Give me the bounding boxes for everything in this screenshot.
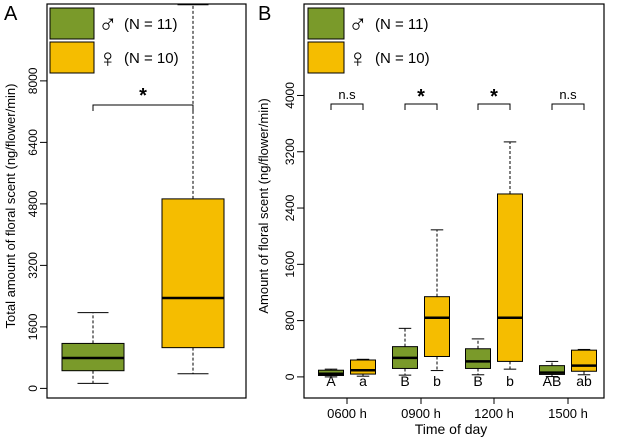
panel-b-letter-male-1: B [400, 373, 409, 389]
panel-a-legend: ♂ (N = 11) ♀ (N = 10) [49, 7, 179, 74]
panel-b-box-male-1 [392, 327, 418, 376]
panel-b-boxes [318, 141, 597, 378]
panel-a-ytick-label-4: 6400 [26, 129, 40, 156]
panel-a-ytick-label-0: 0 [26, 385, 40, 392]
panel-b-xlabel: Time of day [415, 421, 488, 437]
panel-a-ytick-label-1: 1600 [26, 313, 40, 340]
panel-b-box-male-2-iqr [465, 348, 491, 369]
panel-b-legend: ♂ (N = 11) ♀ (N = 10) [307, 7, 430, 74]
panel-b-sig-bracket-1 [404, 103, 438, 110]
panel-b-box-female-1-iqr [424, 296, 450, 357]
panel-b-frame [303, 3, 605, 399]
female-symbol-icon: ♀ [98, 43, 118, 73]
panel-a: A Total amount of floral scent (ng/flowe… [3, 3, 247, 399]
panel-b-box-female-1 [424, 229, 450, 372]
panel-b-ytick-label-1: 800 [283, 310, 297, 330]
panel-b-box-female-2-iqr [497, 193, 523, 362]
panel-b-ytick-label-3: 2400 [283, 194, 297, 221]
panel-b-box-male-0 [318, 368, 344, 378]
panel-b-label: B [258, 3, 271, 25]
panel-b-letter-female-0: a [359, 373, 367, 389]
panel-a-label: A [4, 3, 18, 25]
panel-b-letter-female-2: b [506, 373, 514, 389]
female-symbol-icon-b: ♀ [348, 43, 368, 73]
panel-a-box-female [161, 4, 225, 375]
panel-b-sig-bracket-3 [551, 103, 585, 110]
panel-a-significance: * [92, 85, 194, 111]
panel-b-box-female-3 [571, 348, 597, 376]
legend-female-label-b: (N = 10) [375, 50, 430, 67]
panel-b-sig-label-2: * [490, 86, 498, 108]
panel-b-sig-label-3: n.s [559, 87, 577, 102]
panel-b-xtick-label-1: 0900 h [401, 406, 441, 421]
panel-b-x-ticks: 0600 h 0900 h 1200 h 1500 h [327, 398, 588, 421]
panel-b-ytick-label-0: 0 [283, 373, 297, 380]
panel-a-sig-bracket [92, 104, 194, 111]
panel-b-letter-female-1: b [433, 373, 441, 389]
panel-a-sig-label: * [139, 85, 147, 107]
panel-a-box-female-iqr [161, 198, 225, 349]
panel-b-letters: A B B ABa b b ab [326, 373, 592, 389]
legend-female-swatch [49, 41, 95, 74]
panel-b: B Amount of floral scent (ng/flower/min)… [256, 3, 605, 437]
panel-a-y-ticks: 0 1600 3200 4800 6400 8000 [26, 67, 47, 392]
panel-b-xtick-label-0: 0600 h [327, 406, 367, 421]
panel-b-box-female-0-iqr [350, 359, 376, 375]
panel-b-box-male-2 [465, 338, 491, 376]
legend-male-label-b: (N = 11) [375, 16, 429, 33]
male-symbol-icon-b: ♂ [348, 9, 368, 39]
male-symbol-icon: ♂ [98, 9, 118, 39]
panel-b-box-male-3 [539, 360, 565, 378]
panel-b-letter-male-2: B [473, 373, 482, 389]
panel-b-letter-male-0: A [326, 373, 336, 389]
legend-female-label: (N = 10) [124, 50, 179, 67]
panel-b-ytick-label-4: 3200 [283, 138, 297, 165]
panel-b-sig-label-0: n.s [338, 87, 356, 102]
panel-a-ylabel: Total amount of floral scent (ng/flower/… [3, 84, 18, 329]
panel-b-sig-bracket-2 [477, 103, 511, 110]
legend-male-swatch-b [307, 7, 345, 40]
panel-b-ytick-label-2: 1600 [283, 251, 297, 278]
panel-b-y-ticks: 0 800 1600 2400 3200 4000 [283, 82, 304, 380]
panel-a-ytick-label-2: 3200 [26, 252, 40, 279]
panel-b-ytick-label-5: 4000 [283, 82, 297, 109]
panel-b-box-male-3-iqr [539, 365, 565, 375]
panel-b-box-female-2 [497, 141, 523, 370]
panel-b-sig-label-1: * [417, 86, 425, 108]
panel-a-ytick-label-5: 8000 [26, 67, 40, 94]
panel-b-xtick-label-3: 1500 h [548, 406, 588, 421]
panel-b-ylabel: Amount of floral scent (ng/flower/min) [256, 98, 271, 313]
panel-a-box-male [61, 312, 125, 384]
panel-b-letter-male-3: AB [543, 373, 562, 389]
legend-male-label: (N = 11) [124, 16, 178, 33]
panel-b-sig-bracket-0 [330, 103, 364, 110]
legend-male-swatch [49, 7, 95, 40]
panel-a-ytick-label-3: 4800 [26, 190, 40, 217]
panel-a-frame [46, 3, 247, 399]
panel-b-box-female-0 [350, 358, 376, 377]
legend-female-swatch-b [307, 41, 345, 74]
panel-b-box-female-3-iqr [571, 349, 597, 372]
panel-b-letter-female-3: ab [576, 373, 592, 389]
panel-b-xtick-label-2: 1200 h [474, 406, 514, 421]
panel-b-significance: n.s * * n.s [330, 86, 585, 110]
panel-a-boxes [61, 4, 225, 384]
